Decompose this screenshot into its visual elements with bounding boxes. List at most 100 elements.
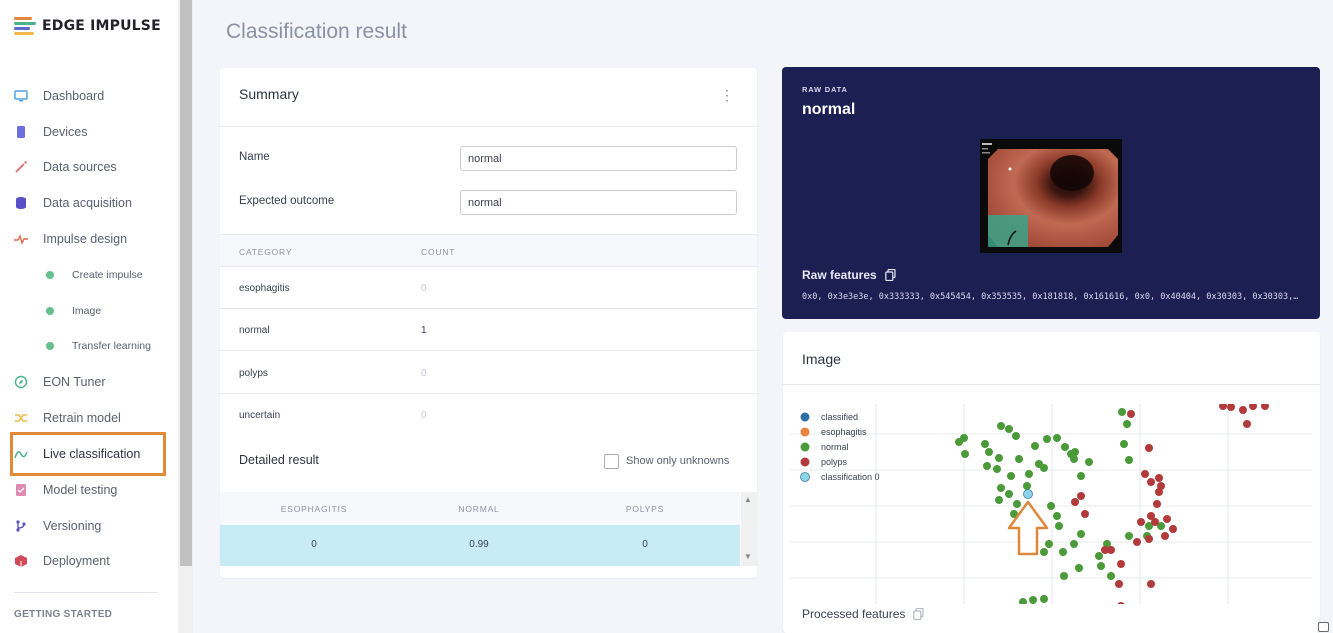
sidebar-item-label: Deployment (43, 554, 110, 568)
branch-icon (16, 520, 26, 532)
sidebar-item-deployment[interactable]: Deployment (14, 551, 110, 571)
result-normal: 0.99 (469, 539, 489, 550)
sidebar-item-impulse-design[interactable]: Impulse design (14, 229, 127, 249)
sidebar-item-live-classification[interactable]: Live classification (14, 444, 140, 464)
count-cell: 0 (421, 368, 427, 379)
column-header-count: COUNT (421, 247, 456, 257)
result-scrollbar[interactable]: ▲ ▼ (741, 492, 757, 566)
copy-icon[interactable] (884, 269, 896, 281)
raw-features-header: Raw features (802, 268, 896, 282)
kebab-icon[interactable]: ⋮ (720, 87, 734, 103)
expected-outcome-label: Expected outcome (239, 195, 335, 207)
edge-impulse-logo[interactable]: EDGE IMPULSE (14, 17, 161, 35)
sidebar: EDGE IMPULSE Dashboard Devices Data sour… (0, 0, 178, 633)
sidebar-item-model-testing[interactable]: Model testing (14, 480, 117, 500)
count-cell: 0 (421, 283, 427, 294)
column-header-esophagitis: ESOPHAGITIS (280, 504, 348, 514)
checklist-icon (16, 484, 26, 496)
legend-label-polyps: polyps (821, 457, 848, 467)
sidebar-item-label: Data acquisition (43, 196, 132, 210)
category-cell: normal (239, 325, 270, 336)
sidebar-subitem-image[interactable]: Image (46, 303, 101, 319)
scatter-points-polyps (1071, 404, 1269, 604)
monitor-icon (14, 90, 28, 102)
table-row: esophagitis 0 (220, 267, 757, 309)
package-icon (15, 555, 27, 567)
result-polyps: 0 (642, 539, 648, 550)
sidebar-divider (14, 592, 158, 593)
sidebar-item-label: Data sources (43, 160, 117, 174)
processed-features-title: Processed features (802, 607, 906, 621)
category-cell: uncertain (239, 410, 281, 421)
sidebar-scrollbar-thumb[interactable] (180, 0, 192, 566)
show-only-unknowns-label[interactable]: Show only unknowns (626, 455, 730, 467)
raw-features-values: 0x0, 0x3e3e3e, 0x333333, 0x545454, 0x353… (802, 292, 1302, 302)
sidebar-subitem-label: Create impulse (72, 269, 143, 281)
sidebar-item-versioning[interactable]: Versioning (14, 516, 101, 536)
count-cell: 0 (421, 410, 427, 421)
sidebar-subitem-create-impulse[interactable]: Create impulse (46, 267, 143, 283)
sidebar-item-label: Impulse design (43, 232, 128, 246)
sidebar-subitem-label: Transfer learning (72, 340, 151, 352)
table-row: uncertain 0 (220, 394, 757, 436)
compass-icon (14, 375, 28, 389)
legend-label-classified: classified (821, 412, 858, 422)
column-header-polyps: POLYPS (625, 504, 665, 514)
table-row: polyps 0 (220, 352, 757, 394)
sidebar-item-dashboard[interactable]: Dashboard (14, 86, 104, 106)
sidebar-item-label: Live classification (43, 447, 141, 461)
detailed-result-title: Detailed result (239, 453, 319, 467)
page-title: Classification result (226, 20, 407, 43)
annotation-arrow (1007, 500, 1049, 556)
raw-data-label: normal (802, 101, 856, 118)
pulse-icon (14, 234, 28, 245)
feature-scatter-plot[interactable]: classified esophagitis normal polyps cla… (789, 404, 1312, 604)
name-label: Name (239, 151, 270, 163)
scatter-legend: classified esophagitis normal polyps cla… (800, 412, 880, 482)
legend-label-normal: normal (821, 442, 849, 452)
scatter-points-normal (955, 408, 1165, 604)
legend-label-esophagitis: esophagitis (821, 427, 867, 437)
show-only-unknowns-checkbox[interactable] (604, 454, 619, 469)
sidebar-item-label: Model testing (43, 483, 118, 497)
sidebar-item-label: EON Tuner (43, 375, 106, 389)
window-resize-icon[interactable] (1318, 622, 1329, 632)
image-card: Image classified esophagitis normal poly… (783, 332, 1320, 633)
chip-icon (17, 126, 25, 138)
wave-icon (14, 451, 28, 459)
scroll-up-icon[interactable]: ▲ (744, 495, 752, 504)
active-item-highlight (10, 432, 166, 476)
column-header-normal: NORMAL (458, 504, 500, 514)
sidebar-item-data-sources[interactable]: Data sources (14, 157, 117, 177)
sidebar-item-data-acquisition[interactable]: Data acquisition (14, 193, 132, 213)
endoscopy-image (980, 139, 1122, 253)
category-cell: esophagitis (239, 283, 290, 294)
legend-label-classification-0: classification 0 (821, 472, 880, 482)
sidebar-item-label: Devices (43, 125, 88, 139)
sidebar-item-retrain-model[interactable]: Retrain model (14, 408, 121, 428)
summary-card: Summary ⋮ Name Expected outcome CATEGORY… (220, 68, 757, 578)
wand-icon (15, 161, 27, 173)
processed-features-header: Processed features (802, 607, 924, 621)
expected-outcome-input[interactable] (460, 190, 737, 215)
sidebar-item-label: Dashboard (43, 89, 105, 103)
column-header-category: CATEGORY (239, 247, 293, 257)
classification-point[interactable] (1023, 489, 1033, 499)
result-row[interactable]: 0 0.99 0 (220, 525, 740, 566)
divider (220, 126, 757, 127)
divider (220, 234, 757, 235)
sidebar-subitem-transfer-learning[interactable]: Transfer learning (46, 338, 151, 354)
sidebar-item-eon-tuner[interactable]: EON Tuner (14, 372, 106, 392)
status-dot (46, 342, 54, 350)
status-dot (46, 307, 54, 315)
copy-icon[interactable] (913, 608, 924, 620)
name-input[interactable] (460, 146, 737, 171)
status-dot (46, 271, 54, 279)
summary-title: Summary (239, 86, 299, 102)
divider (220, 266, 757, 267)
sidebar-item-devices[interactable]: Devices (14, 122, 87, 142)
sidebar-section-label: GETTING STARTED (14, 609, 113, 620)
scroll-down-icon[interactable]: ▼ (744, 552, 752, 561)
result-esophagitis: 0 (311, 539, 317, 550)
logo-icon (14, 17, 36, 35)
